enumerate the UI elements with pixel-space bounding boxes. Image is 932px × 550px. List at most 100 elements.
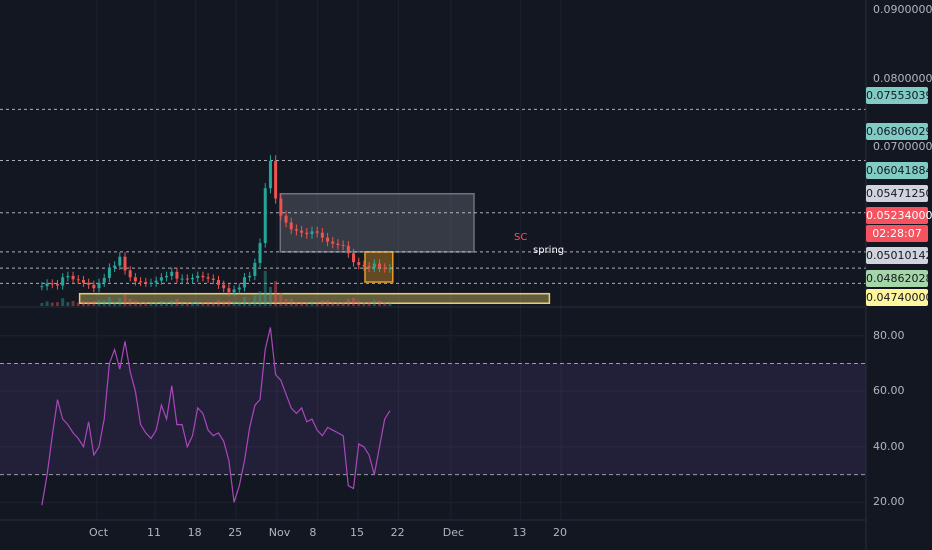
volume-bar	[320, 300, 324, 306]
candle[interactable]	[326, 237, 330, 242]
candle[interactable]	[222, 284, 226, 289]
rsi-tick-label: 80.00	[873, 328, 905, 342]
candle[interactable]	[92, 284, 96, 289]
candle[interactable]	[40, 286, 44, 288]
candle[interactable]	[237, 287, 241, 290]
candle-series[interactable]	[40, 155, 392, 297]
volume-bar	[66, 302, 70, 306]
price-label: 0.05234000	[866, 207, 932, 224]
volume-bar	[154, 301, 158, 306]
candle[interactable]	[216, 279, 220, 285]
candle[interactable]	[201, 275, 205, 278]
candle[interactable]	[279, 198, 283, 216]
candle[interactable]	[97, 282, 101, 289]
volume-bar	[92, 301, 96, 306]
candle[interactable]	[352, 253, 356, 263]
candle[interactable]	[362, 264, 366, 267]
volume-bar	[237, 301, 241, 306]
candle[interactable]	[300, 230, 304, 233]
candle[interactable]	[232, 289, 236, 293]
candle[interactable]	[378, 263, 382, 268]
candle[interactable]	[346, 245, 350, 254]
candle[interactable]	[196, 275, 200, 278]
candle[interactable]	[76, 279, 80, 281]
candle[interactable]	[191, 277, 195, 280]
volume-bar	[196, 301, 200, 306]
volume-bar	[378, 300, 382, 306]
price-label: 0.05471250	[866, 185, 932, 202]
volume-bar	[123, 295, 127, 306]
candle[interactable]	[206, 277, 210, 279]
candle[interactable]	[357, 262, 361, 265]
candle[interactable]	[133, 277, 137, 282]
volume-bar	[170, 300, 174, 306]
candle[interactable]	[139, 281, 143, 283]
candle[interactable]	[113, 265, 117, 268]
volume-bar	[133, 300, 137, 306]
volume-bar	[383, 302, 387, 306]
volume-bar	[258, 291, 262, 306]
rsi-line[interactable]	[41, 327, 391, 506]
time-tick-label: 15	[350, 526, 364, 539]
candle[interactable]	[66, 275, 70, 278]
candle[interactable]	[102, 277, 106, 283]
candle[interactable]	[175, 271, 179, 279]
candle[interactable]	[55, 284, 59, 286]
rsi-pane[interactable]	[0, 327, 866, 506]
volume-bar	[253, 295, 257, 306]
candle[interactable]	[45, 283, 49, 287]
candle[interactable]	[61, 277, 65, 286]
candle[interactable]	[149, 282, 153, 284]
candle[interactable]	[258, 243, 262, 263]
candle[interactable]	[336, 243, 340, 246]
candle[interactable]	[159, 277, 163, 281]
candle[interactable]	[315, 231, 319, 233]
candle[interactable]	[331, 241, 335, 244]
candle[interactable]	[320, 232, 324, 238]
candle[interactable]	[71, 275, 75, 280]
volume-bar	[55, 302, 59, 306]
candle[interactable]	[305, 232, 309, 235]
candle[interactable]	[284, 215, 288, 223]
volume-bar	[346, 298, 350, 306]
candle[interactable]	[242, 277, 246, 288]
candle[interactable]	[81, 279, 85, 283]
candle[interactable]	[170, 271, 174, 276]
candle[interactable]	[180, 278, 184, 280]
volume-bar	[107, 297, 111, 306]
time-tick-label: 25	[228, 526, 243, 539]
candle[interactable]	[289, 222, 293, 230]
candle[interactable]	[128, 270, 132, 278]
candle[interactable]	[165, 275, 169, 278]
candle[interactable]	[144, 282, 148, 284]
time-tick-label: 13	[512, 526, 527, 539]
candle[interactable]	[248, 275, 252, 278]
candle[interactable]	[87, 282, 91, 285]
candle[interactable]	[185, 278, 189, 280]
candle[interactable]	[372, 263, 376, 268]
candle[interactable]	[341, 245, 345, 247]
candle[interactable]	[263, 188, 267, 244]
candle[interactable]	[154, 280, 158, 283]
volume-bar	[341, 302, 345, 306]
candle[interactable]	[50, 283, 54, 285]
level-lines	[0, 108, 866, 284]
candle[interactable]	[211, 278, 215, 280]
candle[interactable]	[294, 229, 298, 231]
zone-box-1[interactable]	[279, 192, 475, 253]
zone-box-3[interactable]	[78, 292, 551, 305]
candle[interactable]	[253, 262, 257, 276]
candle[interactable]	[123, 256, 127, 271]
candle[interactable]	[367, 266, 371, 268]
candle[interactable]	[268, 160, 272, 189]
candle[interactable]	[310, 231, 314, 235]
candle[interactable]	[274, 160, 278, 199]
candle[interactable]	[118, 256, 122, 266]
candle[interactable]	[388, 268, 392, 270]
candle[interactable]	[107, 267, 111, 278]
candle[interactable]	[227, 288, 231, 293]
candle[interactable]	[383, 267, 387, 269]
